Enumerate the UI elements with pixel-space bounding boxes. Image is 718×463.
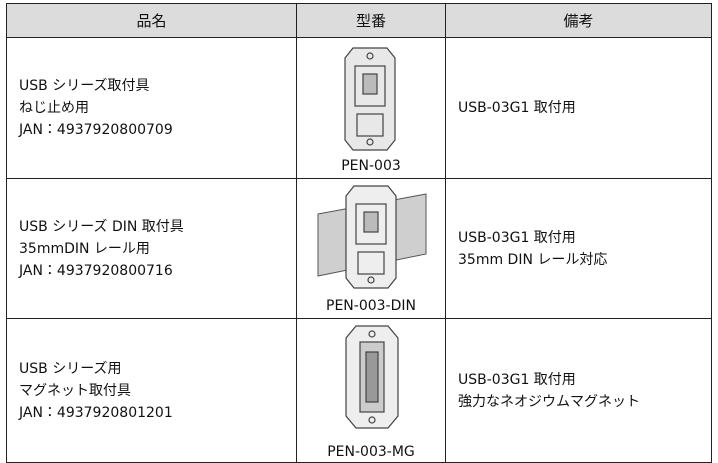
text-line: USB シリーズ用 (19, 360, 122, 377)
text-line: ねじ止め用 (19, 100, 89, 116)
text-line: JAN：4937920800709 (19, 122, 173, 138)
name-cell: USB シリーズ用 マグネット取付具 JAN：4937920801201 (6, 318, 297, 463)
header-cell: 型番 (296, 3, 446, 38)
text-line: JAN：4937920801201 (19, 404, 173, 421)
text-line: USB シリーズ取付具 (19, 78, 150, 94)
text-line: USB-03G1 取付用 (458, 371, 576, 388)
name-cell: USB シリーズ取付具 ねじ止め用 JAN：4937920800709 (6, 37, 297, 179)
text-line: USB シリーズ DIN 取付具 (19, 218, 184, 235)
text-line: JAN：4937920800716 (19, 262, 173, 279)
model-label: PEN-003 (341, 158, 401, 174)
name-cell: USB シリーズ DIN 取付具 35mmDIN レール用 JAN：49379208… (6, 178, 297, 319)
text-line: USB-03G1 取付用 (458, 100, 576, 116)
model-label: PEN-003-DIN (326, 298, 416, 314)
header-cell: 品名 (6, 3, 297, 38)
product-image (317, 185, 427, 289)
note-cell: USB-03G1 取付用 35mm DIN レール対応 (445, 178, 712, 319)
model-label: PEN-003-MG (327, 444, 415, 460)
text-line: USB-03G1 取付用 (458, 229, 576, 246)
product-image (345, 325, 399, 429)
text-line: 35mmDIN レール用 (19, 240, 150, 257)
note-cell: USB-03G1 取付用 (445, 37, 712, 179)
text-line: 35mm DIN レール対応 (458, 251, 608, 268)
product-image (344, 47, 396, 151)
note-cell: USB-03G1 取付用強力なネオジウムマグネット (445, 318, 712, 463)
header-cell: 備考 (445, 3, 712, 38)
text-line: 強力なネオジウムマグネット (458, 393, 640, 410)
text-line: マグネット取付具 (19, 382, 131, 399)
